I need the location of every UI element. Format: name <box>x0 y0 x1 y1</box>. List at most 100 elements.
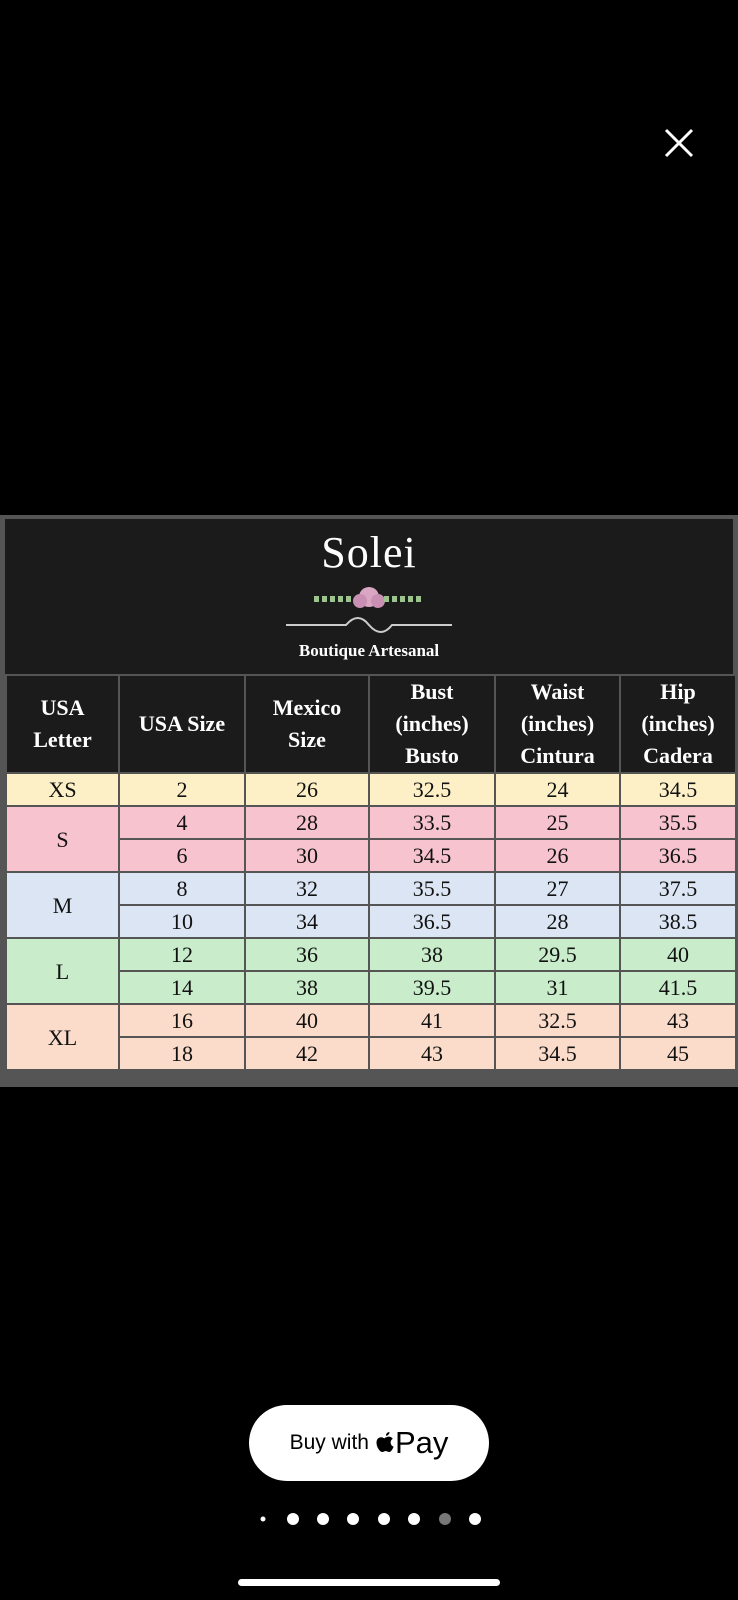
column-header: Mexico Size <box>244 674 370 774</box>
size-cell: 8 <box>118 871 246 906</box>
header-line: USA Size <box>138 711 226 736</box>
size-cell: 4 <box>118 805 246 840</box>
header-line: Size <box>288 727 326 752</box>
header-line: Letter <box>33 727 92 752</box>
column-header: Bust (inches) Busto <box>368 674 496 774</box>
page-dot <box>260 1516 266 1522</box>
header-line: (inches) <box>395 711 469 736</box>
header-line: Hip <box>660 679 696 704</box>
size-cell: 38.5 <box>619 904 737 939</box>
size-cell: 38 <box>368 937 496 972</box>
size-cell: 41.5 <box>619 970 737 1005</box>
column-header: Hip (inches) Cadera <box>619 674 737 774</box>
size-cell: 34.5 <box>494 1036 621 1071</box>
size-row: XL 16 40 41 32.5 43 <box>5 1003 737 1071</box>
size-cell: 12 <box>118 937 246 972</box>
size-row: M 8 32 35.5 27 37.5 <box>5 871 737 939</box>
size-cell: 43 <box>368 1036 496 1071</box>
letter-cell: XL <box>5 1003 120 1071</box>
size-cell: 27 <box>494 871 621 906</box>
page-dot <box>317 1513 329 1525</box>
size-cell: 2 <box>118 772 246 807</box>
size-cell: 43 <box>619 1003 737 1038</box>
size-table: USA Letter USA Size Mexico Size Bust (inches) B… <box>5 674 737 1071</box>
page-dot <box>347 1513 359 1525</box>
size-cell: 38 <box>244 970 370 1005</box>
size-cell: 28 <box>494 904 621 939</box>
subtitle: Boutique Artesanal <box>298 641 440 660</box>
size-cell: 18 <box>118 1036 246 1071</box>
header-line: Mexico <box>272 695 342 720</box>
button-label: Buy with <box>289 1431 369 1454</box>
size-cell: 14 <box>118 970 246 1005</box>
size-cell: 41 <box>368 1003 496 1038</box>
size-cell: 32.5 <box>368 772 496 807</box>
size-row: 10 34 36.5 28 38.5 <box>6 904 737 939</box>
size-cell: 33.5 <box>368 805 496 840</box>
home-indicator <box>238 1579 500 1586</box>
close-button[interactable] <box>663 127 695 159</box>
page-dot <box>287 1513 299 1525</box>
header-line: Cadera <box>643 743 713 768</box>
header-row: USA Letter USA Size Mexico Size Bust (inches) B… <box>5 674 737 774</box>
page-dot <box>469 1513 481 1525</box>
size-cell: 34.5 <box>619 772 737 807</box>
apple-pay-button[interactable]: Buy with Pay <box>249 1405 489 1481</box>
page-dot <box>378 1513 390 1525</box>
size-cell: 26 <box>244 772 370 807</box>
ornament <box>286 587 452 633</box>
size-cell: 10 <box>118 904 246 939</box>
size-cell: 40 <box>244 1003 370 1038</box>
size-cell: 39.5 <box>368 970 496 1005</box>
size-cell: 36 <box>244 937 370 972</box>
letter-cell: L <box>5 937 120 1005</box>
header-line: Busto <box>405 743 459 768</box>
column-header: Waist (inches) Cintura <box>494 674 621 774</box>
size-cell: 26 <box>494 838 621 873</box>
size-chart: Solei Boutique Artesanal USA Letter USA Si… <box>0 515 738 1087</box>
size-cell: 29.5 <box>494 937 621 972</box>
apple-logo <box>376 1432 394 1452</box>
letter-cell: S <box>5 805 120 873</box>
size-row: S 4 28 33.5 25 35.5 <box>5 805 737 873</box>
size-cell: 16 <box>118 1003 246 1038</box>
chart-header: Solei Boutique Artesanal <box>5 519 733 674</box>
size-cell: 32.5 <box>494 1003 621 1038</box>
size-cell: 30 <box>244 838 370 873</box>
size-cell: 37.5 <box>619 871 737 906</box>
page-dot <box>439 1513 451 1525</box>
size-cell: 25 <box>494 805 621 840</box>
size-cell: 32 <box>244 871 370 906</box>
size-cell: 36.5 <box>619 838 737 873</box>
size-cell: 35.5 <box>368 871 496 906</box>
size-row: 14 38 39.5 31 41.5 <box>6 970 737 1005</box>
button-brand: Pay <box>394 1425 449 1460</box>
size-cell: 36.5 <box>368 904 496 939</box>
header-line: (inches) <box>520 711 595 736</box>
size-cell: 24 <box>494 772 621 807</box>
page-dot <box>408 1513 420 1525</box>
header-line: Cintura <box>520 743 595 768</box>
page-indicator <box>260 1513 481 1525</box>
header-line: Waist <box>530 679 585 704</box>
size-row: XS 2 26 32.5 24 34.5 <box>5 772 737 807</box>
size-cell: 34.5 <box>368 838 496 873</box>
header-line: (inches) <box>641 711 715 736</box>
brand: Solei <box>321 528 417 577</box>
size-cell: 45 <box>619 1036 737 1071</box>
size-row: 6 30 34.5 26 36.5 <box>6 838 737 873</box>
size-cell: 34 <box>244 904 370 939</box>
size-row: 18 42 43 34.5 45 <box>6 1036 737 1071</box>
size-cell: 42 <box>244 1036 370 1071</box>
size-cell: 28 <box>244 805 370 840</box>
letter-cell: XS <box>5 772 120 807</box>
header-line: USA <box>40 695 85 720</box>
column-header: USA Size <box>118 674 246 774</box>
size-cell: 31 <box>494 970 621 1005</box>
column-header: USA Letter <box>5 674 120 774</box>
size-cell: 35.5 <box>619 805 737 840</box>
header-line: Bust <box>410 679 454 704</box>
size-row: L 12 36 38 29.5 40 <box>5 937 737 1005</box>
size-cell: 40 <box>619 937 737 972</box>
